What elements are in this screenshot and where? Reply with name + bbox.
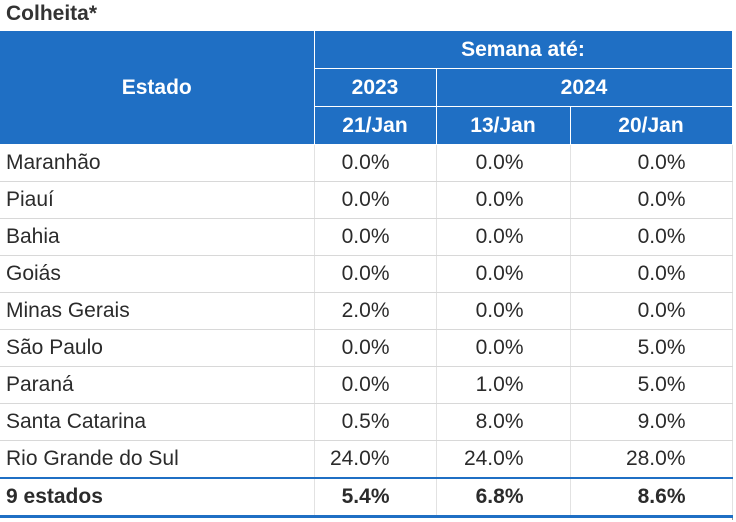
estado-cell: Maranhão [0,144,315,182]
header-semana: Semana até: [313,30,733,69]
value-cell: 28.0% [570,440,733,479]
value-cell: 0.0% [314,181,437,219]
value-cell: 0.0% [314,255,437,293]
value-cell: 8.0% [436,403,571,441]
header-date-2: 13/Jan [435,106,571,145]
value-cell: 0.0% [314,144,437,182]
value-cell: 0.0% [570,144,733,182]
estado-cell: Santa Catarina [0,403,315,441]
estado-cell: Bahia [0,218,315,256]
harvest-table: Estado Semana até: 2023 2024 21/Jan 13/J… [0,30,733,518]
value-cell: 0.0% [570,218,733,256]
table-row: Paraná 0.0% 1.0% 5.0% [0,366,733,404]
value-cell: 24.0% [436,440,571,479]
header-estado: Estado [0,30,315,145]
value-cell: 0.0% [436,144,571,182]
value-cell: 0.0% [436,255,571,293]
table-row: Maranhão 0.0% 0.0% 0.0% [0,144,733,182]
value-cell: 2.0% [314,292,437,330]
header-date-1: 21/Jan [313,106,437,145]
value-cell: 24.0% [314,440,437,479]
estado-cell: Paraná [0,366,315,404]
value-cell: 0.0% [314,366,437,404]
table-row: Goiás 0.0% 0.0% 0.0% [0,255,733,293]
total-label: 9 estados [0,477,315,518]
value-cell: 0.0% [314,218,437,256]
table-row: Rio Grande do Sul 24.0% 24.0% 28.0% [0,440,733,479]
table-row: Santa Catarina 0.5% 8.0% 9.0% [0,403,733,441]
estado-cell: Goiás [0,255,315,293]
value-cell: 9.0% [570,403,733,441]
value-cell: 5.0% [570,366,733,404]
header-year-2023: 2023 [313,68,437,107]
table-title: Colheita* [6,2,98,25]
table-row: Bahia 0.0% 0.0% 0.0% [0,218,733,256]
value-cell: 0.0% [570,181,733,219]
estado-cell: Rio Grande do Sul [0,440,315,479]
value-cell: 0.0% [570,292,733,330]
value-cell: 0.0% [436,292,571,330]
estado-cell: São Paulo [0,329,315,367]
total-value-cell: 6.8% [436,477,571,518]
table-row: São Paulo 0.0% 0.0% 5.0% [0,329,733,367]
table-row: Minas Gerais 2.0% 0.0% 0.0% [0,292,733,330]
total-value-cell: 8.6% [570,477,733,518]
table-row: Piauí 0.0% 0.0% 0.0% [0,181,733,219]
value-cell: 0.0% [314,329,437,367]
estado-cell: Minas Gerais [0,292,315,330]
estado-cell: Piauí [0,181,315,219]
value-cell: 0.0% [570,255,733,293]
value-cell: 0.0% [436,329,571,367]
table-frame [0,30,733,520]
total-row: 9 estados 5.4% 6.8% 8.6% [0,477,733,518]
value-cell: 5.0% [570,329,733,367]
header-year-2024: 2024 [435,68,733,107]
value-cell: 1.0% [436,366,571,404]
value-cell: 0.0% [436,218,571,256]
value-cell: 0.5% [314,403,437,441]
header-date-3: 20/Jan [569,106,733,145]
total-value-cell: 5.4% [314,477,437,518]
value-cell: 0.0% [436,181,571,219]
